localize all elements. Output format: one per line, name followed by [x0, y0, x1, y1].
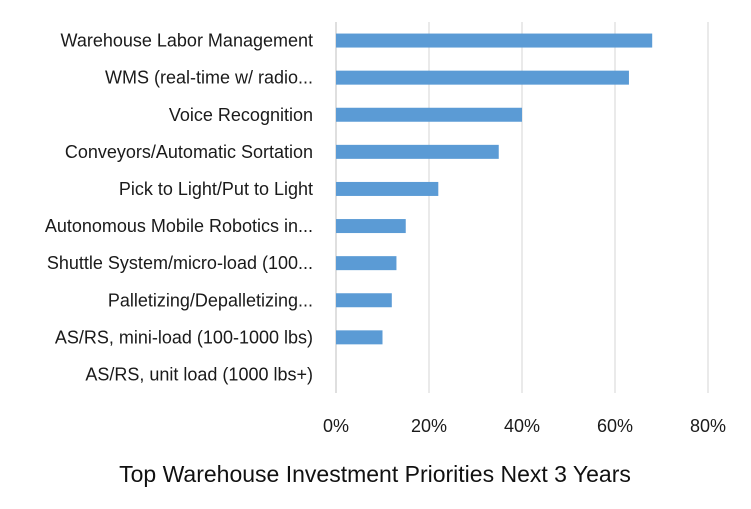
x-tick-labels: 0% 20% 40% 60% 80% [323, 416, 726, 436]
category-label: Warehouse Labor Management [61, 31, 313, 51]
category-label: AS/RS, mini-load (100-1000 lbs) [55, 327, 313, 347]
bar [336, 144, 499, 159]
bar [336, 107, 522, 122]
category-label: Autonomous Mobile Robotics in... [45, 216, 313, 236]
category-label: Shuttle System/micro-load (100... [47, 253, 313, 273]
chart-title: Top Warehouse Investment Priorities Next… [119, 461, 631, 487]
category-label: Pick to Light/Put to Light [119, 179, 313, 199]
category-label: Voice Recognition [169, 105, 313, 125]
bar [336, 330, 383, 345]
bar [336, 293, 392, 308]
x-tick-label: 80% [690, 416, 726, 436]
x-tick-label: 20% [411, 416, 447, 436]
bar [336, 33, 653, 48]
bar [336, 70, 629, 85]
category-label: Conveyors/Automatic Sortation [65, 142, 313, 162]
category-label: Palletizing/Depalletizing... [108, 290, 313, 310]
category-labels: Warehouse Labor Management WMS (real-time… [45, 31, 313, 385]
x-tick-label: 60% [597, 416, 633, 436]
bars [336, 33, 653, 345]
x-tick-label: 0% [323, 416, 349, 436]
category-label: WMS (real-time w/ radio... [105, 68, 313, 88]
bar [336, 219, 406, 234]
category-label: AS/RS, unit load (1000 lbs+) [85, 364, 313, 384]
bar [336, 181, 439, 196]
x-tick-label: 40% [504, 416, 540, 436]
bar [336, 256, 397, 271]
